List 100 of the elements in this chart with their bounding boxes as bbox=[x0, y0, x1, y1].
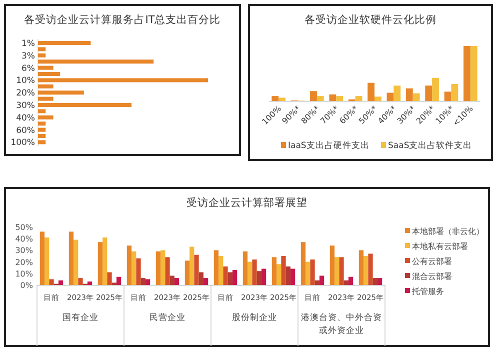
bar bbox=[38, 41, 91, 45]
bar bbox=[432, 78, 439, 101]
bar bbox=[38, 140, 46, 144]
bar bbox=[358, 250, 364, 285]
chart-title: 各受访企业软硬件云化比例 bbox=[304, 13, 436, 26]
chart-title: 受访企业云计算部署展望 bbox=[186, 196, 308, 209]
legend-label: 本地部署（非云化） bbox=[412, 227, 484, 236]
bar bbox=[38, 96, 54, 101]
bar bbox=[464, 46, 470, 101]
bar bbox=[310, 259, 315, 285]
bar bbox=[58, 280, 64, 285]
bar bbox=[470, 46, 478, 101]
bar bbox=[38, 66, 54, 70]
bar bbox=[316, 96, 324, 101]
bar bbox=[368, 82, 374, 101]
bar bbox=[377, 278, 382, 285]
bar bbox=[78, 278, 83, 285]
bar bbox=[329, 94, 336, 101]
y-tick-label: 30% bbox=[15, 246, 34, 256]
bar bbox=[394, 86, 401, 101]
bar bbox=[228, 272, 232, 285]
bar bbox=[348, 276, 354, 285]
bar bbox=[372, 278, 378, 285]
bar bbox=[184, 260, 190, 285]
y-tick-label: 100% bbox=[10, 138, 35, 148]
bar bbox=[38, 84, 54, 88]
bar bbox=[38, 109, 46, 114]
chart-title: 各受访企业云计算服务占IT总支出百分比 bbox=[24, 13, 221, 26]
bar bbox=[38, 53, 46, 58]
bar bbox=[223, 266, 228, 285]
bar bbox=[256, 271, 262, 285]
legend-label: 托管服务 bbox=[411, 287, 444, 296]
bar bbox=[232, 270, 238, 285]
bar bbox=[38, 78, 208, 82]
bar bbox=[38, 134, 46, 138]
bar bbox=[425, 86, 432, 101]
bar bbox=[44, 237, 50, 285]
y-tick-label: 30% bbox=[16, 101, 35, 111]
bar bbox=[278, 98, 286, 101]
bar bbox=[334, 257, 340, 285]
y-tick-label: 20% bbox=[16, 88, 35, 99]
bar bbox=[107, 272, 112, 285]
bar bbox=[126, 246, 132, 285]
text: 国有企业 bbox=[62, 312, 98, 323]
bar bbox=[252, 259, 257, 285]
legend-label: 本地私有云部署 bbox=[412, 242, 468, 251]
bar bbox=[272, 96, 279, 101]
bar bbox=[242, 251, 248, 285]
bar bbox=[364, 256, 368, 285]
text: 民营企业 bbox=[150, 312, 186, 323]
y-tick-label: 1% bbox=[22, 39, 35, 49]
bar bbox=[198, 272, 204, 285]
legend-label: IaaS支出占硬件支出 bbox=[288, 140, 370, 151]
bar bbox=[344, 280, 348, 285]
bar bbox=[444, 92, 452, 101]
text: 股份制企业 bbox=[232, 312, 277, 323]
bar bbox=[38, 90, 84, 95]
bar bbox=[165, 257, 170, 285]
bar bbox=[310, 91, 317, 101]
y-tick-label: 3% bbox=[22, 51, 35, 62]
bar bbox=[276, 264, 282, 285]
bar bbox=[38, 103, 132, 107]
bar bbox=[355, 96, 362, 101]
bar bbox=[261, 268, 266, 285]
bar bbox=[145, 279, 150, 285]
legend-label: 公有云部署 bbox=[412, 257, 452, 266]
bar bbox=[38, 60, 154, 64]
bar bbox=[102, 237, 108, 285]
y-tick-label: 0% bbox=[20, 281, 34, 290]
y-tick-label: 10% bbox=[15, 269, 34, 278]
bar bbox=[156, 251, 161, 285]
bar bbox=[38, 47, 46, 52]
bar bbox=[286, 266, 290, 285]
y-tick-label: 10% bbox=[16, 76, 35, 86]
bar bbox=[314, 280, 320, 285]
y-tick-label: 60% bbox=[16, 126, 35, 136]
bar bbox=[87, 282, 92, 285]
bar bbox=[38, 128, 46, 132]
y-tick-label: 6% bbox=[22, 64, 35, 74]
bar bbox=[38, 72, 60, 76]
bar bbox=[374, 96, 382, 101]
y-tick-label: 40% bbox=[16, 113, 35, 124]
bar bbox=[68, 232, 74, 285]
bar bbox=[160, 250, 166, 285]
bar bbox=[136, 258, 141, 285]
bar bbox=[412, 93, 420, 101]
bar bbox=[386, 92, 394, 101]
bar bbox=[214, 250, 219, 285]
bar bbox=[330, 246, 335, 285]
bar bbox=[306, 262, 310, 285]
bar bbox=[40, 232, 45, 285]
bar bbox=[170, 276, 174, 285]
bar bbox=[451, 84, 458, 101]
bar bbox=[336, 96, 344, 101]
bar bbox=[272, 257, 277, 285]
bar bbox=[174, 278, 180, 285]
bar bbox=[194, 254, 199, 285]
bar bbox=[218, 256, 224, 285]
y-tick-label: 20% bbox=[15, 258, 34, 267]
bar bbox=[132, 251, 136, 285]
